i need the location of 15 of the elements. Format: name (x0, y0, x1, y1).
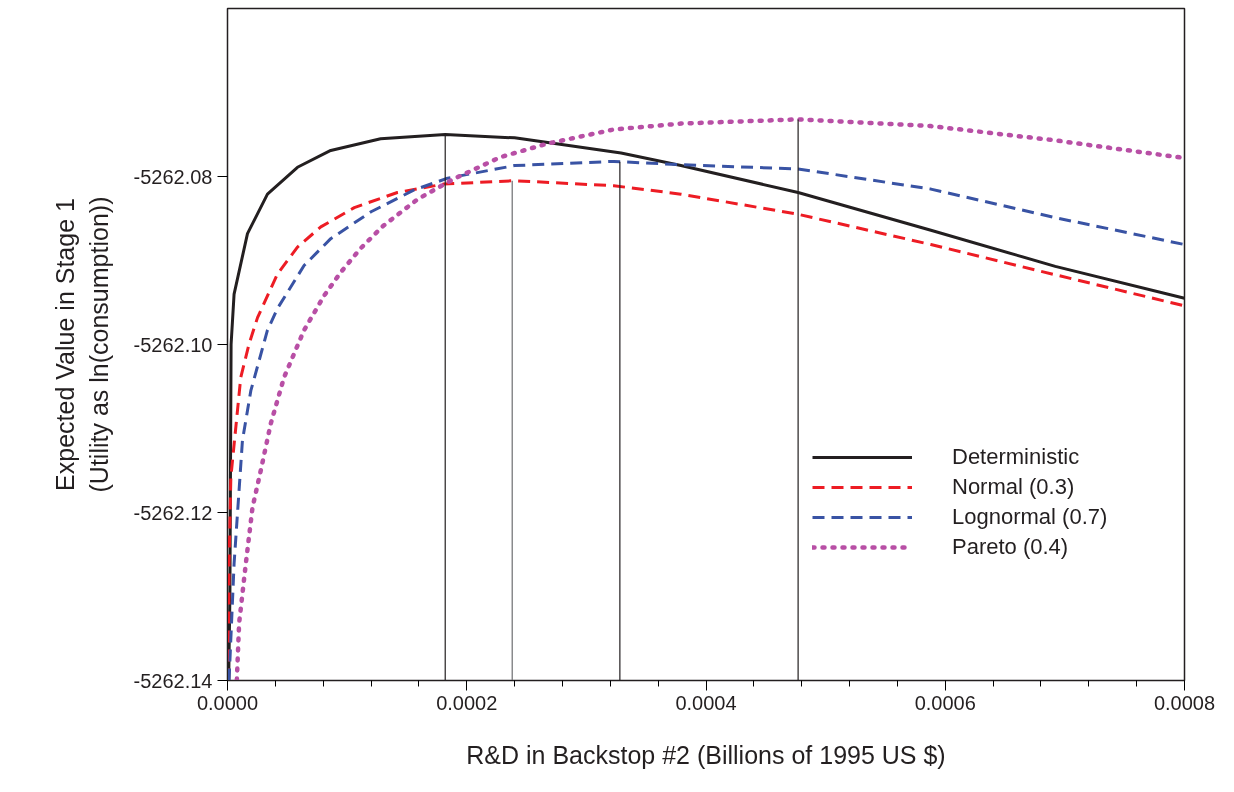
legend-label: Normal (0.3) (952, 474, 1075, 500)
y-tick-label: -5262.14 (133, 669, 213, 692)
x-tick-label: 0.0006 (914, 691, 976, 714)
legend-label: Pareto (0.4) (952, 534, 1069, 560)
y-tick-label: -5262.10 (133, 333, 213, 356)
y-tick-label: -5262.12 (133, 501, 213, 524)
y-axis-title: Expected Value in Stage 1 (Utility as ln(consumption)) (50, 196, 113, 493)
x-tick-label: 0.0000 (196, 691, 259, 714)
y-tick-label: -5262.08 (133, 165, 213, 188)
x-tick-label: 0.0004 (675, 691, 737, 714)
x-axis-title: R&D in Backstop #2 (Billions of 1995 US $) (466, 740, 946, 769)
x-tick-label: 0.0002 (436, 691, 498, 714)
legend-label: Lognormal (0.7) (952, 504, 1108, 530)
x-tick-label: 0.0008 (1153, 691, 1216, 714)
legend-label: Deterministic (952, 444, 1080, 470)
